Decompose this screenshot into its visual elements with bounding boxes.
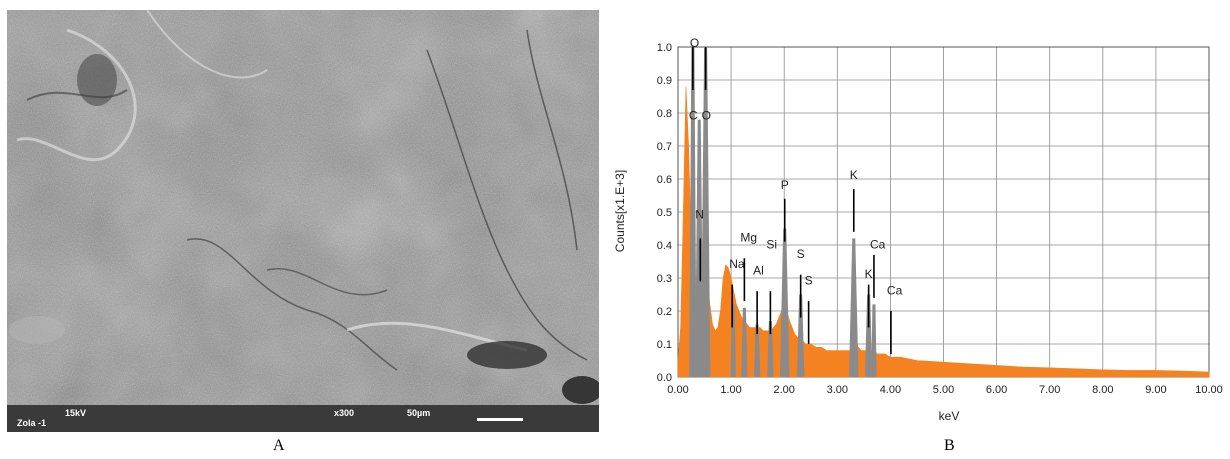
peak-label-s: S (805, 274, 813, 288)
x-tick-label: 10.00 (1195, 384, 1223, 396)
x-tick-label: 0.00 (667, 384, 688, 396)
peak-label-c: C (689, 109, 698, 123)
y-tick-label: 0.8 (657, 108, 672, 120)
peak-label-si: Si (766, 237, 777, 251)
tick-labels: 0.00 1.00 2.00 3.00 4.00 5.00 6.00 7.00 8.00 9.00… (657, 42, 1223, 396)
sem-magnification: x300 (334, 408, 355, 418)
peak-label-na: Na (729, 257, 745, 271)
peak-label-p: P (781, 178, 789, 192)
y-tick-label: 0.6 (657, 174, 672, 186)
y-tick-label: 0.2 (657, 306, 672, 318)
peak-label-o: O (690, 36, 699, 50)
peak-label-mg: Mg (740, 231, 757, 245)
peak-fill (779, 228, 790, 377)
peak-fills (689, 47, 877, 377)
y-tick-label: 0.4 (657, 240, 672, 252)
peak-label-ca: Ca (870, 237, 886, 251)
y-tick-label: 1.0 (657, 42, 672, 54)
peak-label-k: K (865, 267, 873, 281)
peak-fill (871, 304, 877, 377)
y-tick-label: 0.3 (657, 273, 672, 285)
x-tick-label: 3.00 (827, 384, 848, 396)
peak-fill (700, 47, 711, 377)
y-axis-title: Counts[x1.E+3] (613, 170, 627, 252)
peak-fill (848, 238, 859, 377)
x-tick-label: 6.00 (986, 384, 1007, 396)
y-tick-label: 0.5 (657, 207, 672, 219)
panel-label-b: B (944, 437, 955, 454)
peak-label-k: K (850, 168, 858, 182)
peak-fill (689, 47, 697, 377)
x-tick-label: 5.00 (933, 384, 954, 396)
peak-label-al: Al (753, 264, 764, 278)
peak-markers (692, 47, 892, 354)
x-tick-label: 9.00 (1145, 384, 1166, 396)
y-tick-label: 0.1 (657, 339, 672, 351)
peak-fill (741, 307, 748, 377)
sem-sample-name: Zola -1 (17, 418, 47, 428)
x-axis-title: keV (939, 409, 960, 423)
peak-fill (694, 119, 704, 377)
peak-fill (753, 324, 761, 377)
x-tick-label: 2.00 (773, 384, 794, 396)
peak-fill (796, 294, 805, 377)
y-tick-label: 0.9 (657, 75, 672, 87)
sem-info-bar: Zola -1 15kV x300 50µm (7, 405, 599, 432)
peak-label-s: S (797, 247, 805, 261)
peak-fill (864, 294, 873, 377)
sem-scale-bar (477, 418, 523, 421)
y-tick-label: 0.7 (657, 141, 672, 153)
sem-micrograph-image (7, 10, 599, 405)
peak-label-o: O (702, 109, 711, 123)
x-tick-label: 7.00 (1039, 384, 1060, 396)
peak-fill (767, 320, 774, 377)
peak-label-ca: Ca (887, 284, 903, 298)
x-tick-label: 8.00 (1092, 384, 1113, 396)
y-tick-label: 0.0 (657, 372, 672, 384)
sem-micrograph-panel: Zola -1 15kV x300 50µm (7, 10, 599, 432)
x-tick-label: 1.00 (720, 384, 741, 396)
sem-voltage: 15kV (65, 408, 87, 418)
panel-label-a: A (273, 437, 285, 454)
x-tick-label: 4.00 (880, 384, 901, 396)
peak-label-n: N (695, 208, 704, 222)
sem-scale-text: 50µm (407, 408, 431, 418)
